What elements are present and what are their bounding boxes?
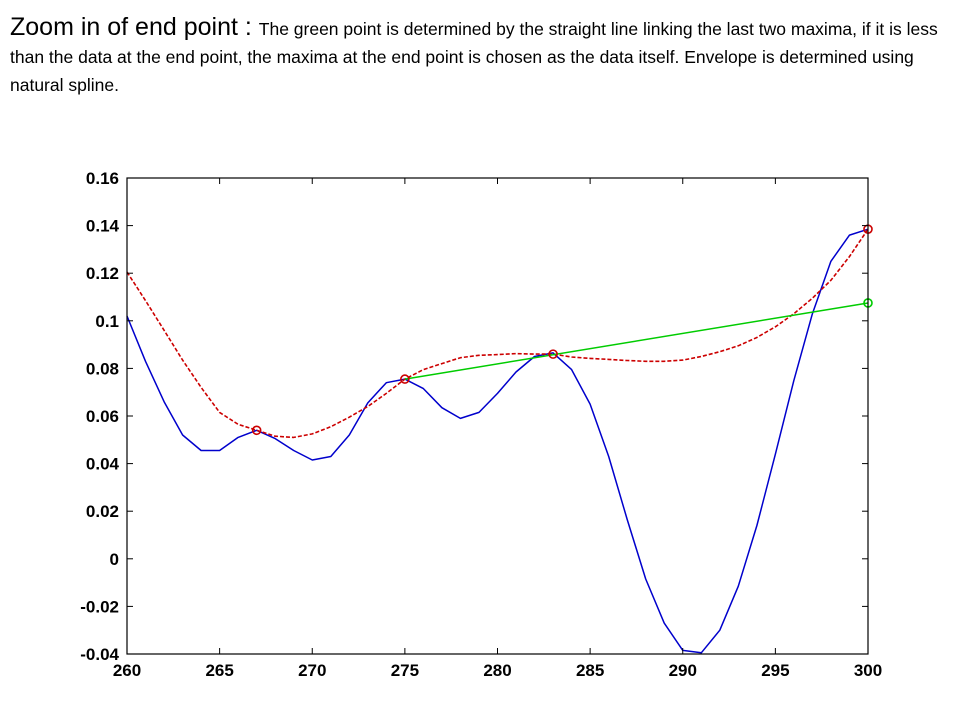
y-tick-label: 0.12 [86, 264, 119, 283]
y-tick-label: 0 [110, 550, 119, 569]
x-tick-label: 270 [298, 661, 326, 680]
y-tick-label: -0.02 [80, 597, 119, 616]
series-line-1 [126, 228, 869, 439]
y-tick-label: 0.06 [86, 407, 119, 426]
x-tick-label: 300 [854, 661, 882, 680]
x-tick-label: 285 [576, 661, 604, 680]
title-separator: : [237, 13, 259, 41]
series-line-2 [404, 302, 869, 380]
x-tick-label: 295 [761, 661, 789, 680]
data-point-marker-1 [400, 374, 410, 384]
plot-area [127, 178, 868, 654]
data-point-marker-0 [251, 425, 262, 436]
y-tick-label: 0.08 [86, 359, 119, 378]
x-tick-label: 275 [391, 661, 419, 680]
plot-background [127, 178, 868, 654]
y-tick-label: -0.04 [80, 645, 119, 664]
y-tick-label: 0.14 [86, 217, 120, 236]
y-tick-label: 0.16 [86, 169, 119, 188]
axis-layer: 260 265 270 275 280 285 290 295 300 -0.04 -0.02 0 0.… [80, 169, 882, 680]
y-tick-label: 0.04 [86, 455, 120, 474]
slide-title: Zoom in of end point [10, 13, 238, 41]
y-tick-label: 0.02 [86, 502, 119, 521]
data-point-marker-2 [548, 349, 558, 359]
slide-title-block: Zoom in of end point : The green point i… [10, 14, 950, 100]
y-tick-label: 0.1 [95, 312, 119, 331]
series-line-0 [126, 228, 869, 654]
x-tick-label: 280 [483, 661, 511, 680]
x-tick-label: 260 [113, 661, 141, 680]
x-tick-label: 290 [669, 661, 697, 680]
x-tick-label: 265 [205, 661, 233, 680]
slide-description: The green point is determined by the str… [10, 19, 938, 95]
series-layer [126, 228, 869, 654]
